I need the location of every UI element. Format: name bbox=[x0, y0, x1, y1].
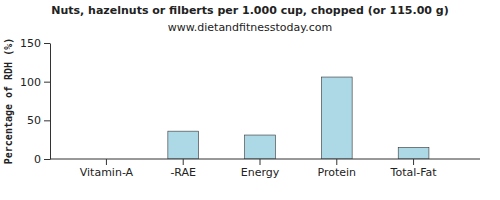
y-tick-mark bbox=[44, 82, 50, 83]
y-tick-label: 100 bbox=[20, 76, 41, 89]
x-tick-mark bbox=[260, 159, 261, 165]
x-tick: Vitamin-A bbox=[80, 159, 134, 179]
y-axis-title: Percentage of RDH (%) bbox=[3, 38, 14, 164]
x-tick: -RAE bbox=[170, 159, 196, 179]
y-tick-mark bbox=[44, 43, 50, 44]
subtitle: www.dietandfitnesstoday.com bbox=[168, 21, 332, 34]
x-tick: Total-Fat bbox=[390, 159, 438, 179]
y-tick-mark bbox=[44, 120, 50, 121]
x-tick: Protein bbox=[318, 159, 357, 179]
x-tick-mark bbox=[106, 159, 107, 165]
title: Nuts, hazelnuts or filberts per 1.000 cu… bbox=[51, 4, 448, 17]
y-axis: 0 50 100 150 bbox=[20, 37, 51, 166]
x-tick-label: Vitamin-A bbox=[80, 166, 134, 179]
bar bbox=[321, 77, 352, 159]
y-tick: 100 bbox=[20, 76, 50, 89]
x-tick-label: -RAE bbox=[170, 166, 196, 179]
chart: Nuts, hazelnuts or filberts per 1.000 cu… bbox=[0, 0, 500, 200]
y-tick-label: 150 bbox=[20, 37, 41, 50]
x-tick-label: Energy bbox=[241, 166, 280, 179]
x-tick-mark bbox=[413, 159, 414, 165]
y-tick: 0 bbox=[34, 153, 50, 166]
x-tick: Energy bbox=[241, 159, 280, 179]
y-tick-mark bbox=[44, 159, 50, 160]
bar bbox=[398, 147, 429, 159]
bar bbox=[168, 131, 199, 159]
x-tick-mark bbox=[183, 159, 184, 165]
bar bbox=[245, 135, 276, 159]
y-tick-label: 50 bbox=[27, 114, 41, 127]
y-axis-line bbox=[50, 44, 51, 160]
x-axis: Vitamin-A -RAE Energy Protein Total-Fat bbox=[50, 159, 480, 179]
y-tick: 150 bbox=[20, 37, 50, 50]
x-axis-line bbox=[50, 159, 480, 160]
y-tick-label: 0 bbox=[34, 153, 41, 166]
x-tick-label: Protein bbox=[318, 166, 357, 179]
x-tick-mark bbox=[336, 159, 337, 165]
y-tick: 50 bbox=[27, 114, 50, 127]
plot: 0 50 100 150 Vitamin-A -RAE Energy Protein Total… bbox=[20, 37, 480, 179]
bars bbox=[168, 77, 429, 159]
x-tick-label: Total-Fat bbox=[390, 166, 438, 179]
